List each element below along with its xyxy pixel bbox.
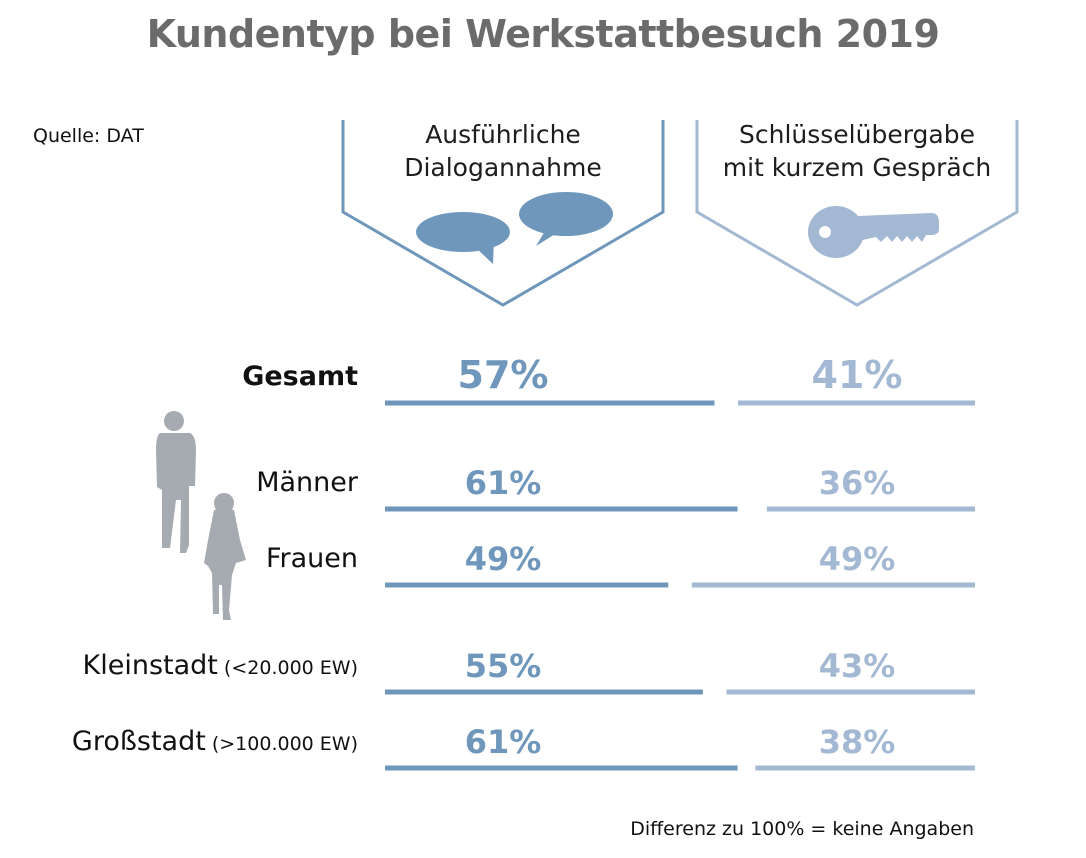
- source-label: Quelle: DAT: [33, 125, 144, 147]
- category-name-4: Großstadt: [72, 726, 206, 757]
- series-2-header: Schlüsselübergabe mit kurzem Gespräch: [697, 118, 1017, 184]
- value-label-dialog-0: 57%: [458, 353, 549, 397]
- category-label-3: Kleinstadt (<20.000 EW): [83, 650, 358, 681]
- value-label-dialog-2: 49%: [465, 540, 542, 578]
- category-label-0: Gesamt: [242, 361, 358, 392]
- series-2-chevron-frame: [695, 120, 1019, 307]
- category-label-4: Großstadt (>100.000 EW): [72, 726, 358, 757]
- category-note-4: (>100.000 EW): [206, 733, 358, 755]
- value-label-key-1: 36%: [819, 464, 896, 502]
- category-label-2: Frauen: [266, 543, 358, 574]
- speech-bubbles-icon: [416, 192, 613, 264]
- persons-icon: [156, 411, 246, 620]
- series-2-name-line-2: mit kurzem Gespräch: [722, 153, 992, 182]
- chart-title: Kundentyp bei Werkstattbesuch 2019: [146, 12, 940, 56]
- category-name-2: Frauen: [266, 543, 358, 574]
- value-label-key-0: 41%: [812, 353, 903, 397]
- series-1-name-line-2: Dialogannahme: [404, 153, 602, 182]
- category-note-3: (<20.000 EW): [218, 657, 358, 679]
- value-label-key-2: 49%: [819, 540, 896, 578]
- category-label-1: Männer: [256, 467, 359, 498]
- key-icon: [808, 206, 939, 258]
- category-name-1: Männer: [256, 467, 359, 498]
- series-1-header: Ausführliche Dialogannahme: [343, 118, 663, 184]
- series-1-chevron-frame: [341, 120, 665, 307]
- chart-rows: 57% 41% Gesamt 61% 36% Männer 49% 49% Frauen 55% 4…: [72, 353, 975, 771]
- category-name-0: Gesamt: [242, 361, 358, 392]
- value-label-dialog-1: 61%: [465, 464, 542, 502]
- value-label-key-3: 43%: [819, 647, 896, 685]
- value-label-key-4: 38%: [819, 723, 896, 761]
- value-label-dialog-4: 61%: [465, 723, 542, 761]
- series-2-name-line-1: Schlüsselübergabe: [739, 120, 975, 149]
- category-name-3: Kleinstadt: [83, 650, 218, 681]
- value-label-dialog-3: 55%: [465, 647, 542, 685]
- footnote: Differenz zu 100% = keine Angaben: [630, 818, 974, 840]
- series-1-name-line-1: Ausführliche: [425, 120, 581, 149]
